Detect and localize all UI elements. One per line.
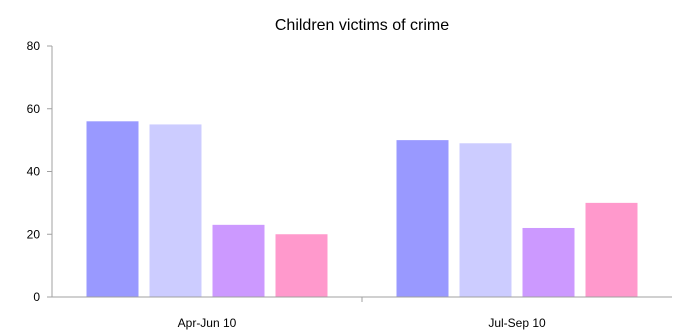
bar xyxy=(585,202,638,297)
y-tick-label: 0 xyxy=(33,290,40,304)
y-tick-label: 80 xyxy=(27,39,41,53)
y-tick-label: 20 xyxy=(27,227,41,241)
bar xyxy=(396,140,449,297)
x-axis: Apr-Jun 10 Jul-Sep 10 xyxy=(178,297,546,330)
y-axis: 0 20 40 60 80 xyxy=(27,39,52,304)
bar xyxy=(212,224,265,297)
plot-area xyxy=(86,121,638,297)
y-tick-label: 60 xyxy=(27,102,41,116)
bar xyxy=(459,143,512,297)
bar xyxy=(149,124,202,297)
bar xyxy=(275,234,328,297)
x-tick-label: Apr-Jun 10 xyxy=(178,316,237,330)
bar xyxy=(522,227,575,297)
x-tick-label: Jul-Sep 10 xyxy=(488,316,546,330)
chart-title: Children victims of crime xyxy=(275,17,449,34)
bar xyxy=(86,121,139,297)
y-tick-label: 40 xyxy=(27,165,41,179)
